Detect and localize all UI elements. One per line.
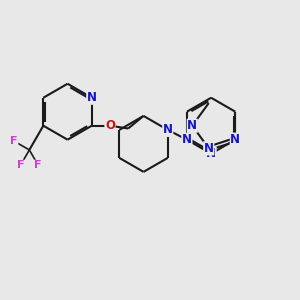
Text: F: F: [34, 160, 42, 170]
Text: N: N: [182, 133, 192, 146]
Text: F: F: [10, 136, 18, 146]
Text: F: F: [17, 160, 24, 170]
Text: N: N: [87, 91, 97, 104]
Text: N: N: [230, 133, 240, 146]
Text: N: N: [187, 119, 197, 132]
Text: O: O: [105, 119, 115, 132]
Text: N: N: [163, 123, 173, 136]
Text: N: N: [204, 142, 214, 155]
Text: N: N: [206, 147, 216, 160]
